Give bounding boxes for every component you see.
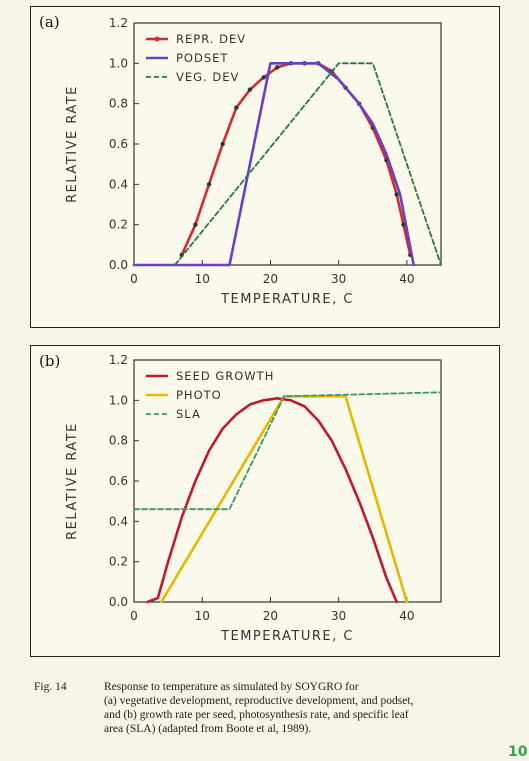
legend-dot (154, 36, 160, 42)
chart-panel-a: (a) 0.0 0.2 0.4 0.6 0.8 1.0 1.2 0 10 20 30 40 TEMPER… (30, 6, 500, 328)
x-tick-label: 0 (130, 609, 138, 623)
x-axis-title: TEMPERATURE, C (220, 292, 354, 307)
x-tick-label: 30 (331, 609, 346, 623)
panel-label-b: (b) (39, 352, 61, 370)
data-point (247, 87, 253, 92)
caption-line: (a) vegetative development, reproductive… (104, 695, 414, 707)
y-axis-title: RELATIVE RATE (65, 85, 80, 203)
data-point (206, 182, 212, 187)
series-line-sla (133, 391, 442, 511)
data-point (234, 105, 239, 110)
x-tick-label: 30 (331, 272, 346, 286)
chart-b-svg: 0.0 0.2 0.4 0.6 0.8 1.0 1.2 0 10 20 30 40 TEMPERATUR… (65, 353, 442, 644)
legend-label: PHOTO (176, 388, 222, 402)
x-tick-label: 20 (263, 609, 278, 623)
series-line-veg-dev (174, 62, 442, 266)
legend-label: VEG. DEV (176, 70, 239, 84)
legend-label: SLA (176, 407, 201, 421)
series-line-repr-dev (180, 62, 412, 257)
x-tick-label: 10 (195, 272, 210, 286)
y-tick-label: 0.4 (109, 177, 128, 191)
y-tick-label: 0.0 (109, 258, 128, 272)
y-tick-label: 0.4 (109, 514, 128, 528)
data-point (220, 141, 225, 147)
y-tick-label: 0.6 (109, 474, 128, 488)
x-tick-label: 10 (195, 609, 210, 623)
y-tick-label: 1.0 (109, 56, 128, 70)
data-point (261, 75, 266, 80)
series-line-podset (132, 62, 415, 267)
y-tick-label: 0.2 (109, 218, 128, 232)
x-tick-label: 20 (263, 272, 278, 286)
panel-label-a: (a) (39, 13, 60, 31)
legend-label: SEED GROWTH (176, 369, 274, 383)
legend-label: PODSET (176, 51, 228, 65)
series-line-photo (160, 395, 409, 604)
x-tick-label: 0 (130, 272, 138, 286)
caption-line: Response to temperature as simulated by … (104, 681, 359, 693)
caption-line: area (SLA) (adapted from Boote et al, 19… (104, 723, 312, 735)
figure-number: Fig. 14 (34, 681, 67, 693)
x-axis-title: TEMPERATURE, C (220, 629, 354, 644)
y-tick-label: 1.0 (109, 393, 128, 407)
y-tick-label: 0.8 (109, 434, 128, 448)
data-point (394, 192, 399, 197)
y-tick-label: 0.6 (109, 137, 128, 151)
y-tick-label: 1.2 (109, 353, 128, 367)
x-tick-label: 40 (399, 609, 414, 623)
y-tick-label: 0.8 (109, 97, 128, 111)
y-axis-title: RELATIVE RATE (65, 422, 80, 540)
series-line-seed-growth (146, 397, 398, 604)
corner-mark: 10 (508, 744, 528, 760)
caption-text: Response to temperature as simulated by … (104, 680, 464, 736)
x-tick-label: 40 (399, 272, 414, 286)
y-tick-label: 0.2 (109, 555, 128, 569)
legend-label: REPR. DEV (176, 32, 246, 46)
chart-a-svg: 0.0 0.2 0.4 0.6 0.8 1.0 1.2 0 10 20 30 40 TEMPERATUR… (65, 16, 442, 307)
y-tick-label: 0.0 (109, 595, 128, 609)
data-point (193, 222, 198, 227)
data-point (275, 65, 280, 70)
y-tick-label: 1.2 (109, 16, 128, 30)
caption-line: and (b) growth rate per seed, photosynth… (104, 709, 409, 721)
chart-panel-b: (b) 0.0 0.2 0.4 0.6 0.8 1.0 1.2 0 10 20 30 40 TEMPER… (30, 345, 500, 657)
